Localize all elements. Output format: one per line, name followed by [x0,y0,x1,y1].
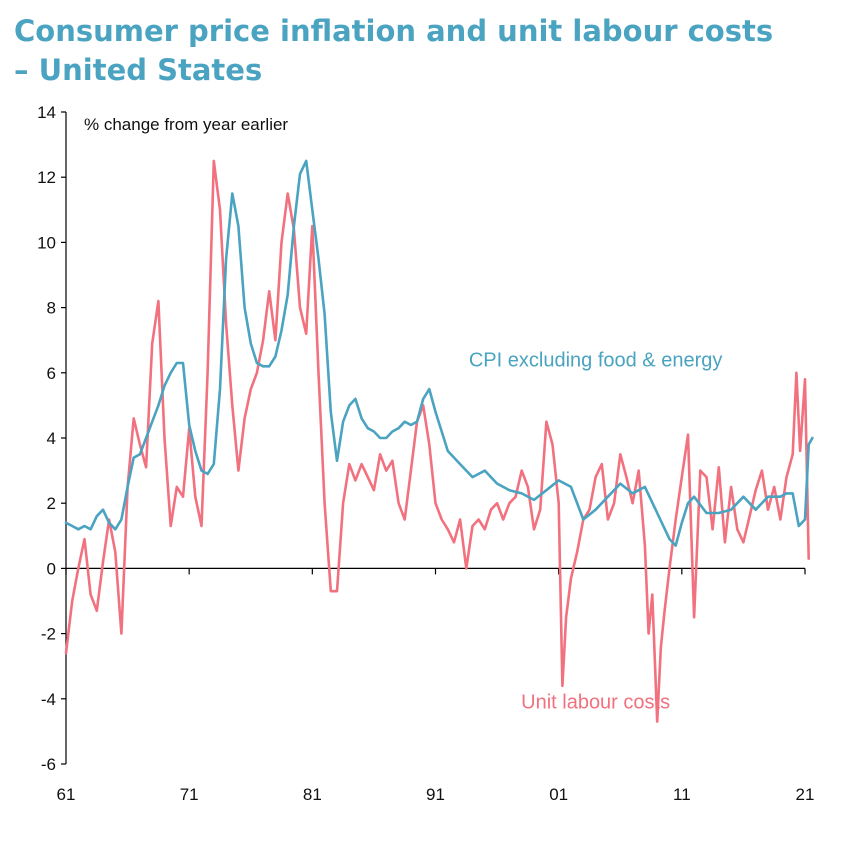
chart-axes [65,112,805,764]
cpi-series-label: CPI excluding food & energy [469,349,723,371]
chart-title-line-1: Consumer price inflation and unit labour… [14,14,774,48]
y-tick-label: 6 [47,364,56,383]
y-tick-label: 0 [47,559,56,578]
y-tick-label: 10 [37,233,56,252]
chart-title-line-2: – United States [14,53,263,87]
unit-labour-costs-series-line [64,159,811,723]
y-tick-label: 14 [37,103,56,122]
unit-labour-costs-series-label: Unit labour costs [521,692,670,714]
x-tick-label: 21 [796,785,815,804]
series-annotations: CPI excluding food & energy Unit labour c… [469,349,723,713]
x-tick-label: 81 [303,785,322,804]
axis-ticks: 14 12 10 8 6 4 2 0 -2 -4 -661 71 81 91 01 11 21 [37,103,814,804]
x-tick-label: 91 [426,785,445,804]
y-axis-unit-label: % change from year earlier [84,115,288,134]
y-tick-label: -6 [41,755,56,774]
x-tick-label: 71 [180,785,199,804]
x-tick-label: 61 [57,785,76,804]
y-tick-label: 12 [37,168,56,187]
chart-title: Consumer price inflation and unit labour… [14,12,773,90]
y-tick-label: 4 [47,429,56,448]
cpi-series-line [64,159,814,547]
y-tick-label: 2 [47,494,56,513]
x-tick-label: 01 [549,785,568,804]
y-tick-label: -2 [41,625,56,644]
series-lines [64,159,814,723]
x-tick-label: 11 [673,785,691,804]
y-tick-label: 8 [47,299,56,318]
y-tick-label: -4 [41,690,56,709]
